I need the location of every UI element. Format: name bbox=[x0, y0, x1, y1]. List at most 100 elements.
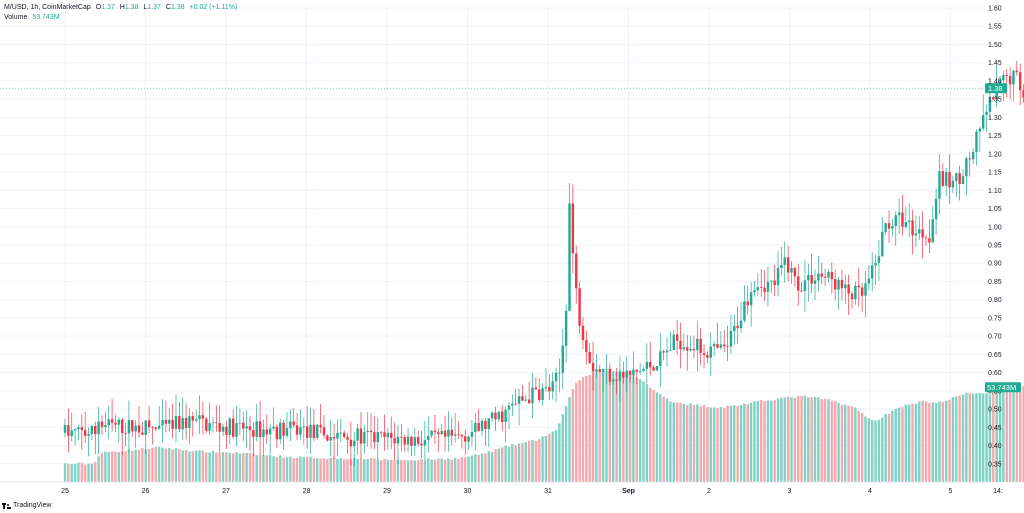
candle-body bbox=[73, 429, 77, 431]
candle-body bbox=[353, 440, 356, 447]
volume-bar bbox=[1022, 385, 1024, 482]
volume-bar bbox=[564, 406, 568, 482]
x-tick-label: 27 bbox=[222, 488, 230, 495]
candle-body bbox=[965, 158, 968, 177]
candle-body bbox=[386, 432, 390, 438]
candle-body bbox=[881, 231, 884, 257]
candle bbox=[157, 406, 161, 430]
candle bbox=[107, 405, 110, 439]
volume-bar bbox=[578, 380, 581, 482]
candle-body bbox=[238, 422, 242, 424]
candle bbox=[134, 420, 137, 448]
volume-bar bbox=[655, 392, 659, 482]
volume-bar bbox=[612, 370, 615, 482]
candle bbox=[484, 417, 487, 446]
candle-body bbox=[252, 430, 255, 437]
candle bbox=[965, 156, 968, 196]
candle bbox=[366, 411, 369, 447]
candle-body bbox=[299, 427, 302, 435]
open-label: O bbox=[95, 4, 102, 11]
y-tick-label: 0.95 bbox=[988, 243, 1002, 250]
candle bbox=[928, 219, 931, 254]
time-axis[interactable]: 25 26 27 28 29 30 31 Sep 2 3 4 5 14: bbox=[0, 481, 1003, 495]
volume-bar bbox=[669, 401, 672, 482]
candle bbox=[490, 411, 494, 423]
volume-bar bbox=[840, 404, 844, 482]
candle bbox=[780, 246, 783, 275]
candle bbox=[191, 411, 195, 437]
candle bbox=[231, 409, 235, 439]
candle bbox=[154, 426, 158, 432]
candle bbox=[756, 273, 760, 297]
volume-bar bbox=[107, 452, 110, 482]
volume-bar bbox=[467, 456, 470, 482]
volume-bar bbox=[117, 452, 121, 482]
volume-bar bbox=[847, 405, 850, 482]
volume-bar bbox=[850, 406, 854, 482]
volume-bar bbox=[998, 390, 1002, 482]
candle-body bbox=[551, 381, 554, 392]
candle bbox=[1008, 67, 1012, 100]
price-axis[interactable]: 0.350.400.450.500.550.600.650.700.750.80… bbox=[988, 6, 1002, 469]
candle-body bbox=[117, 419, 121, 425]
candle bbox=[117, 417, 121, 443]
x-tick-label: 25 bbox=[61, 488, 69, 495]
candle bbox=[339, 418, 343, 443]
x-tick-label: 14: bbox=[993, 488, 1003, 495]
candle bbox=[823, 269, 827, 287]
last-price-label: 1.38 bbox=[988, 84, 1003, 93]
candle bbox=[272, 407, 275, 432]
volume-bar bbox=[934, 402, 938, 482]
candle-body bbox=[951, 180, 955, 188]
candle bbox=[706, 351, 709, 363]
candle-body bbox=[924, 237, 928, 239]
candle-body bbox=[918, 229, 921, 234]
volume-bar bbox=[598, 371, 601, 482]
candle bbox=[830, 262, 834, 294]
candle-body bbox=[968, 158, 971, 160]
candle-body bbox=[406, 436, 410, 445]
volume-bar bbox=[181, 450, 184, 482]
tradingview-logo[interactable]: TradingView bbox=[2, 502, 52, 509]
candle-body bbox=[928, 238, 931, 243]
volume-bar bbox=[854, 407, 857, 482]
candle bbox=[894, 211, 897, 246]
volume-bar bbox=[353, 457, 356, 482]
low-label: L bbox=[143, 4, 148, 11]
candle-body bbox=[181, 417, 184, 430]
candle-body bbox=[608, 368, 612, 382]
candle-body bbox=[114, 422, 117, 425]
candle bbox=[847, 274, 850, 315]
volume-bar bbox=[252, 453, 255, 482]
candle bbox=[591, 341, 595, 391]
candle bbox=[342, 430, 346, 439]
y-tick-label: 0.90 bbox=[988, 261, 1002, 268]
candle bbox=[679, 322, 682, 369]
candle bbox=[551, 372, 554, 400]
x-tick-label: 2 bbox=[707, 488, 711, 495]
candle bbox=[322, 414, 326, 439]
tradingview-icon bbox=[2, 502, 11, 509]
candle bbox=[282, 420, 285, 450]
candle-body bbox=[820, 273, 823, 277]
volume-bar bbox=[833, 401, 837, 482]
last-price-badge: 1.38 bbox=[985, 83, 1007, 94]
volume-bar bbox=[423, 460, 427, 482]
volume-bar bbox=[262, 454, 265, 482]
candle-body bbox=[699, 338, 702, 354]
close-value: 1.38 bbox=[170, 4, 185, 11]
candle-body bbox=[978, 128, 982, 132]
candle-body bbox=[793, 267, 797, 277]
candle bbox=[682, 333, 686, 352]
candle bbox=[228, 416, 232, 444]
volume-bar bbox=[332, 457, 336, 482]
volume-bar bbox=[753, 401, 756, 482]
candle bbox=[453, 412, 457, 443]
candle bbox=[265, 414, 269, 444]
candle bbox=[931, 206, 934, 243]
candle-body bbox=[282, 422, 285, 436]
candle-body bbox=[231, 418, 235, 437]
volume-bar bbox=[746, 404, 749, 482]
candle bbox=[568, 183, 571, 312]
